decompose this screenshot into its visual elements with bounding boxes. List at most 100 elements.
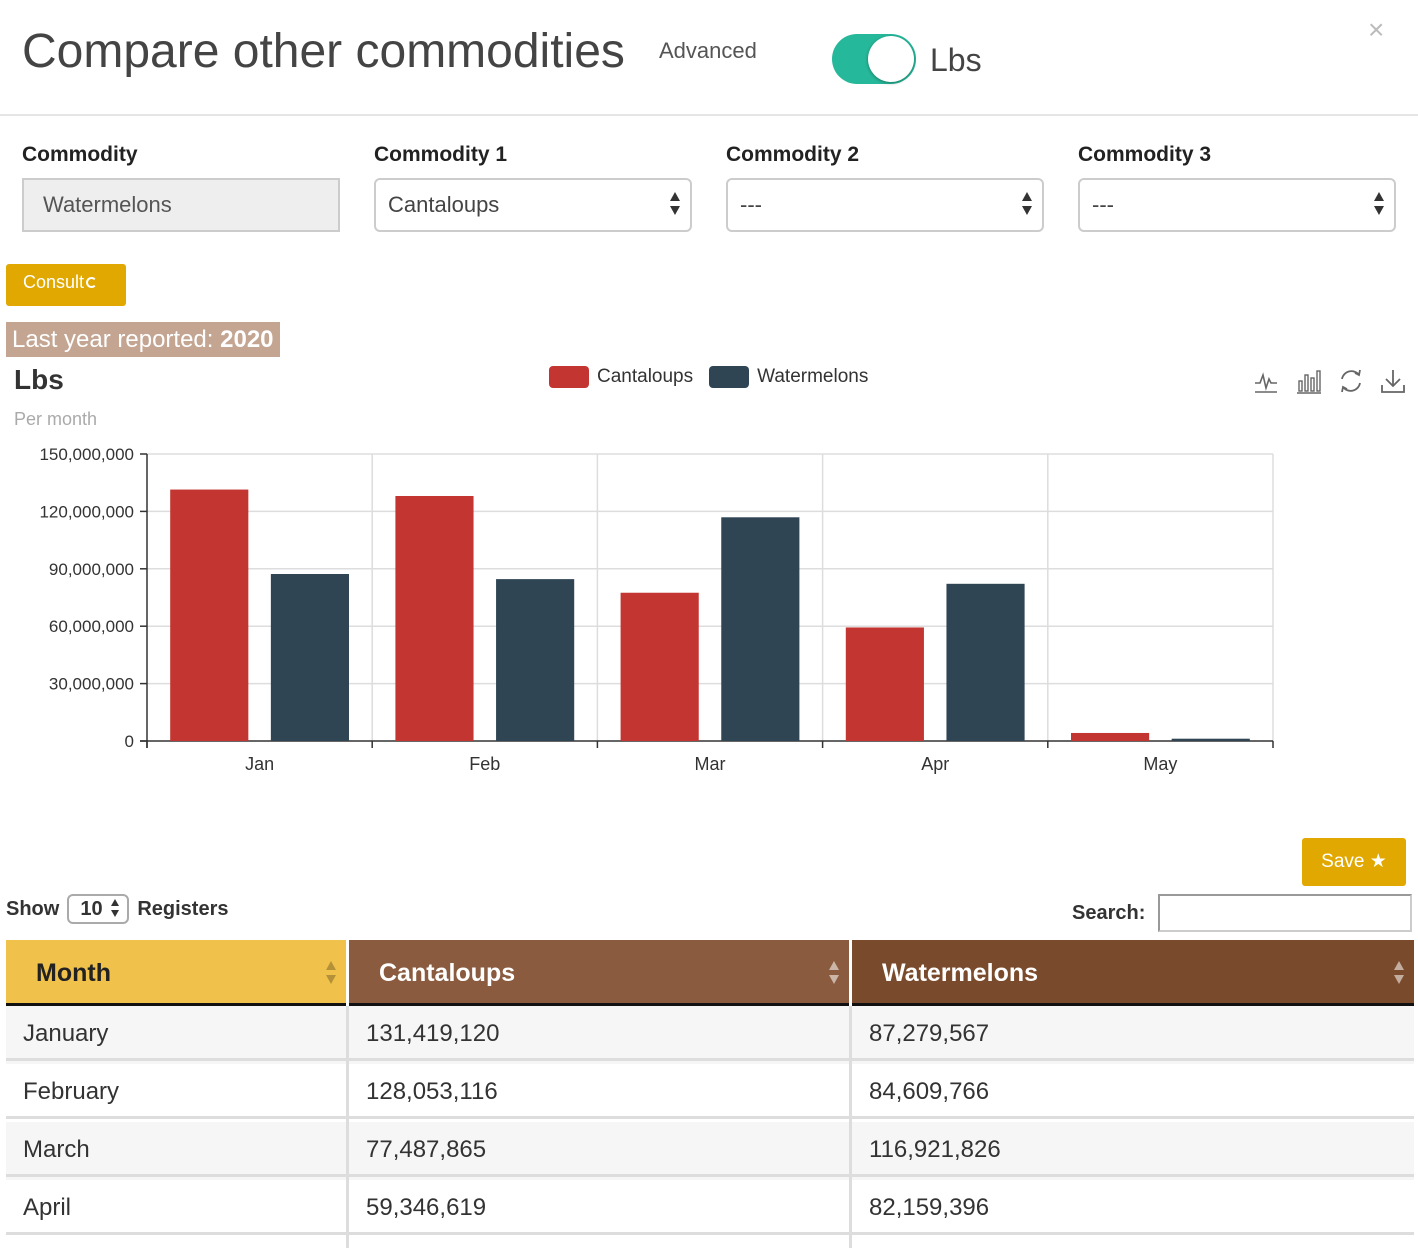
page-length-select[interactable]: 10 — [67, 894, 130, 924]
chart-subtitle: Per month — [14, 409, 98, 429]
toggle-knob[interactable] — [868, 36, 914, 82]
modal-header: Compare other commodities Advanced Lbs × — [0, 0, 1418, 116]
table-cell: 128,053,116 — [349, 1064, 849, 1119]
bar-watermelons-may — [1171, 738, 1250, 741]
save-label: Save — [1321, 851, 1365, 872]
table-cell: 87,279,567 — [852, 1006, 1414, 1061]
data-table: Month Cantaloups Watermelons January 131… — [6, 940, 1414, 1248]
download-icon[interactable] — [1379, 366, 1407, 396]
legend-item-watermelons[interactable]: Watermelons — [709, 366, 868, 388]
table-cell: 131,419,120 — [349, 1006, 849, 1061]
y-tick-label: 30,000,000 — [49, 675, 134, 694]
table-row: April 59,346,619 82,159,396 — [6, 1180, 1414, 1238]
y-tick-label: 120,000,000 — [39, 502, 134, 521]
column-header-cantaloups[interactable]: Cantaloups — [349, 940, 849, 1006]
search-label: Search: — [1072, 902, 1146, 924]
last-year-label: Last year reported: — [12, 326, 221, 353]
commodity-1-value: Cantaloups — [388, 192, 500, 217]
x-tick-label: Jan — [245, 754, 274, 774]
y-tick-label: 150,000,000 — [39, 445, 134, 464]
commodity-3-value: --- — [1092, 192, 1114, 217]
commodity-1-select[interactable]: Cantaloups — [374, 178, 692, 232]
bar-cantaloups-feb — [395, 495, 474, 741]
select-arrows-icon — [110, 899, 122, 921]
x-tick-label: Feb — [469, 754, 500, 774]
legend-label: Watermelons — [757, 366, 869, 387]
last-year-badge: Last year reported: 2020 — [6, 322, 280, 357]
legend-item-cantaloups[interactable]: Cantaloups — [549, 366, 693, 388]
table-cell: March — [6, 1122, 346, 1177]
bar-cantaloups-mar — [620, 592, 699, 741]
sort-icon — [1392, 961, 1406, 987]
table-cell: 77,487,865 — [349, 1122, 849, 1177]
unit-toggle[interactable] — [832, 34, 916, 84]
commodity-2-label: Commodity 2 — [726, 143, 860, 166]
bar-chart-icon[interactable] — [1294, 366, 1322, 396]
bar-cantaloups-apr — [845, 627, 924, 741]
consult-button[interactable]: Consult — [6, 264, 126, 306]
table-row: January 131,419,120 87,279,567 — [6, 1006, 1414, 1064]
modal-title: Compare other commodities — [22, 25, 625, 78]
table-cell: 82,159,396 — [852, 1180, 1414, 1235]
column-header-label: Month — [36, 959, 111, 987]
star-icon: ★ — [1369, 851, 1387, 872]
save-button[interactable]: Save ★ — [1302, 838, 1406, 886]
bar-cantaloups-may — [1070, 732, 1150, 741]
table-cell: 84,609,766 — [852, 1064, 1414, 1119]
commodity-label: Commodity — [22, 143, 138, 166]
commodity-2-select[interactable]: --- — [726, 178, 1044, 232]
sort-icon — [324, 961, 338, 987]
bar-watermelons-jan — [270, 574, 350, 741]
registers-label: Registers — [137, 897, 229, 920]
column-header-label: Cantaloups — [379, 959, 516, 987]
table-cell: February — [6, 1064, 346, 1119]
bar-watermelons-apr — [946, 583, 1025, 741]
consult-label: Consult — [23, 272, 85, 292]
table-cell: April — [6, 1180, 346, 1235]
legend-swatch — [549, 366, 589, 388]
commodity-3-label: Commodity 3 — [1078, 143, 1212, 166]
select-arrows-icon — [1372, 192, 1386, 218]
commodity-field: Watermelons — [22, 178, 340, 232]
bar-chart: 0 30,000,000 60,000,000 90,000,000 120,000,0… — [39, 445, 1274, 774]
legend-swatch — [709, 366, 750, 388]
bar-watermelons-mar — [721, 517, 800, 741]
table-cell: January — [6, 1006, 346, 1061]
column-header-label: Watermelons — [882, 959, 1039, 987]
refresh-icon[interactable] — [1337, 366, 1365, 396]
x-tick-label: May — [1143, 754, 1177, 774]
chart-legend: Cantaloups Watermelons — [549, 365, 884, 389]
y-tick-label: 0 — [125, 732, 134, 751]
table-cell: 59,346,619 — [349, 1180, 849, 1235]
legend-label: Cantaloups — [597, 366, 694, 387]
select-arrows-icon — [668, 192, 682, 218]
chart-toolbox — [1252, 366, 1408, 396]
column-header-month[interactable]: Month — [6, 940, 346, 1006]
column-divider — [849, 1006, 852, 1248]
x-tick-label: Mar — [695, 754, 726, 774]
chart-title: Lbs — [14, 364, 64, 395]
select-arrows-icon — [1020, 192, 1034, 218]
bar-cantaloups-jan — [170, 489, 249, 741]
page-length-value: 10 — [80, 898, 103, 920]
unit-toggle-label: Lbs — [930, 42, 982, 78]
table-row: March 77,487,865 116,921,826 — [6, 1122, 1414, 1180]
bar-watermelons-feb — [496, 579, 575, 741]
table-row: February 128,053,116 84,609,766 — [6, 1064, 1414, 1122]
column-header-watermelons[interactable]: Watermelons — [852, 940, 1414, 1006]
commodity-3-select[interactable]: --- — [1078, 178, 1396, 232]
page-length-control: Show 10 Registers — [6, 894, 229, 924]
close-icon[interactable]: × — [1368, 14, 1385, 45]
line-chart-icon[interactable] — [1252, 366, 1280, 396]
commodity-2-value: --- — [740, 192, 762, 217]
x-tick-label: Apr — [921, 754, 949, 774]
show-label: Show — [6, 897, 60, 920]
y-tick-label: 60,000,000 — [49, 617, 134, 636]
refresh-icon — [86, 277, 98, 288]
advanced-label: Advanced — [659, 38, 757, 63]
last-year-value: 2020 — [220, 326, 274, 353]
table-cell: 116,921,826 — [852, 1122, 1414, 1177]
search-input[interactable] — [1158, 894, 1412, 932]
column-divider — [346, 1006, 349, 1248]
sort-icon — [827, 961, 841, 987]
